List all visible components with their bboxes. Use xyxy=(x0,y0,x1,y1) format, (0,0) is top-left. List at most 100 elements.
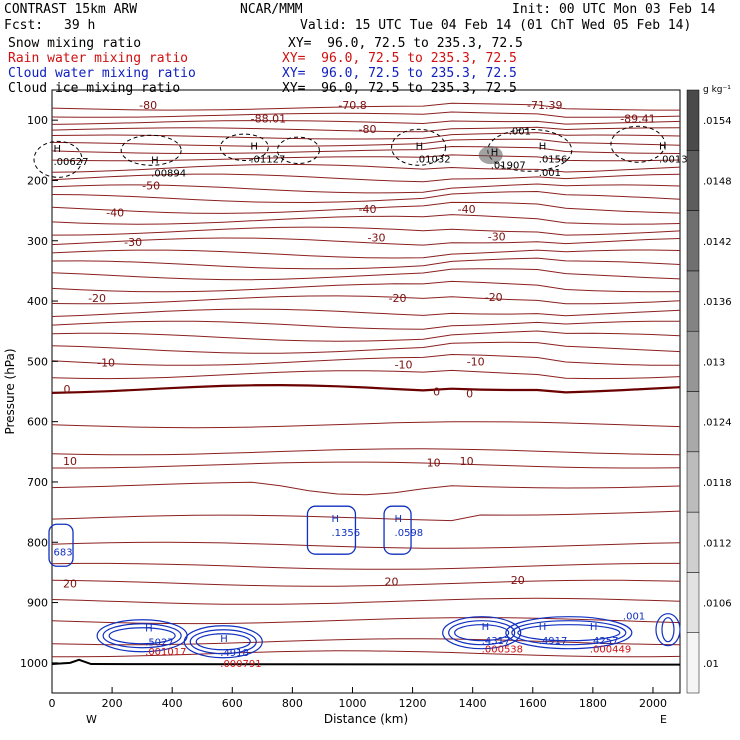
cloud-water-contour xyxy=(48,523,74,567)
field-cloudice-name: Cloud ice mixing ratio xyxy=(8,81,181,96)
isotherm-line xyxy=(51,201,681,214)
y-tick-label: 400 xyxy=(27,295,48,308)
isotherm-line xyxy=(51,126,681,133)
isotherm-label: -10 xyxy=(467,355,485,368)
isotherm-line xyxy=(51,330,681,342)
water-max-value: 683 xyxy=(54,547,73,558)
x-tick-label: 1000 xyxy=(338,697,366,710)
ice-max-value: .01127 xyxy=(250,155,285,166)
isotherm-line xyxy=(51,190,681,204)
colorbar-segment xyxy=(686,210,700,272)
cloud-water-contour xyxy=(511,620,627,646)
ice-max-value: .00627 xyxy=(54,157,89,168)
water-max-value: .1356 xyxy=(331,528,360,539)
isotherm-line xyxy=(51,249,681,259)
water-max-marker: H xyxy=(590,622,598,633)
isotherm-label: 0 xyxy=(466,387,473,400)
isotherm-line xyxy=(51,638,681,646)
isotherm-label: -10 xyxy=(395,358,413,371)
colorbar-segment xyxy=(686,89,700,151)
field-cloudwater-name: Cloud water mixing ratio xyxy=(8,66,196,81)
isotherm-line xyxy=(51,541,681,549)
cloud-ice-layer xyxy=(33,125,666,178)
isotherm-label: -30 xyxy=(368,232,386,245)
west-label: W xyxy=(86,713,97,726)
colorbar-segment xyxy=(686,330,700,392)
cloud-water-contour xyxy=(306,505,357,555)
rain-max-value: .000791 xyxy=(220,659,261,670)
cloud-ice-contour xyxy=(610,125,666,163)
cloud-ice-contour xyxy=(219,133,269,161)
cloud-ice-contour xyxy=(276,136,320,165)
isotherm-label: -40 xyxy=(359,203,377,216)
isotherm-label: -89.41 xyxy=(620,112,655,125)
ice-max-marker: H xyxy=(54,144,62,155)
x-tick-label: 0 xyxy=(49,697,56,710)
isotherm-label: -30 xyxy=(488,231,506,244)
isotherm-label: -71.39 xyxy=(527,99,562,112)
isotherm-label: -20 xyxy=(88,292,106,305)
isotherm-line xyxy=(51,173,681,183)
rain-max-value: .000538 xyxy=(482,645,523,656)
isotherm-line xyxy=(51,562,680,570)
ice-max-marker: H xyxy=(151,155,159,166)
water-max-value: .4917 xyxy=(539,636,568,647)
plot-frame xyxy=(51,89,681,694)
isotherm-line xyxy=(51,163,681,173)
y-axis-title: Pressure (hPa) xyxy=(3,348,17,434)
isotherm-layer xyxy=(51,102,681,666)
field-rain-name: Rain water mixing ratio xyxy=(8,51,189,66)
cloud-water-contour xyxy=(183,625,263,659)
colorbar-unit: g kg⁻¹ xyxy=(703,85,731,95)
isotherm-label: -10 xyxy=(97,357,115,370)
ice-max-marker: H xyxy=(416,142,424,153)
cloud-ice-contour xyxy=(391,128,447,166)
isotherm-line xyxy=(51,369,681,380)
cloud-water-contour xyxy=(442,616,522,650)
isotherm-line xyxy=(51,120,681,125)
colorbar-tick-label: .0136 xyxy=(703,297,732,308)
field-rain-xy: XY= 96.0, 72.5 to 235.3, 72.5 xyxy=(282,51,517,66)
isotherm-line xyxy=(51,579,681,587)
colorbar: .01 .0106 .0112 .0118 .0124 .013 .0136 .0142 .01… xyxy=(686,85,732,694)
cloud-water-contour xyxy=(189,629,257,655)
isotherm-label: -40 xyxy=(106,206,124,219)
isotherm-line xyxy=(51,154,681,162)
colorbar-tick-label: .0148 xyxy=(703,176,732,187)
isotherm-line xyxy=(51,295,681,305)
isotherm-line xyxy=(51,111,681,118)
ice-max-value: .00139 xyxy=(659,155,694,166)
rain-max-value: .000449 xyxy=(590,645,631,656)
y-tick-label: 100 xyxy=(27,114,48,127)
cloud-water-contour xyxy=(505,616,633,650)
isotherm-label: 20 xyxy=(63,577,77,590)
y-tick-label: 1000 xyxy=(20,657,48,670)
isotherm-line xyxy=(51,145,681,155)
cloud-water-contour xyxy=(383,505,412,555)
water-contour-label: .001 xyxy=(623,611,645,622)
isotherm-label: -40 xyxy=(458,203,476,216)
cloud-water-contour xyxy=(102,623,182,649)
field-cloudice-xy: XY= 96.0, 72.5 to 235.3, 72.5 xyxy=(282,81,517,96)
rain-max-value: .001017 xyxy=(145,647,186,658)
x-tick-label: 800 xyxy=(282,697,303,710)
water-max-value: .4317 xyxy=(482,636,511,647)
valid-time: Valid: 15 UTC Tue 04 Feb 14 (01 ChT Wed … xyxy=(300,18,692,33)
cloud-water-contour xyxy=(448,620,516,646)
ice-max-value: .00894 xyxy=(151,168,186,179)
water-max-marker: H xyxy=(220,634,228,645)
x-tick-label: 400 xyxy=(162,697,183,710)
water-max-marker: H xyxy=(539,622,547,633)
x-tick-label: 1800 xyxy=(579,697,607,710)
x-tick-label: 1400 xyxy=(459,697,487,710)
x-tick-label: 600 xyxy=(222,697,243,710)
isotherm-line xyxy=(51,138,681,147)
cloud-water-contour xyxy=(454,624,510,642)
water-max-value: .4257 xyxy=(590,636,619,647)
cloud-water-contour xyxy=(517,624,621,642)
colorbar-segment xyxy=(686,572,700,633)
y-tick-label: 200 xyxy=(27,174,48,187)
isotherm-line xyxy=(51,183,681,194)
isotherm-line xyxy=(51,226,681,236)
x-axis-title: Distance (km) xyxy=(324,712,408,726)
